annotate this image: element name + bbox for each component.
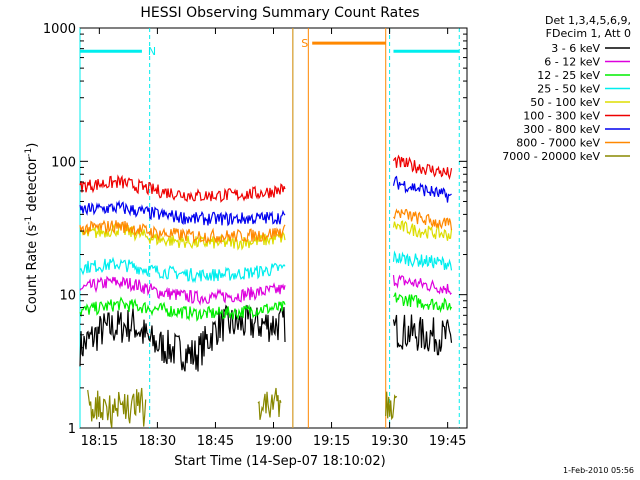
series-line xyxy=(393,292,453,314)
legend-entry-label: 7000 - 20000 keV xyxy=(502,150,600,163)
y-tick-label: 1000 xyxy=(43,22,76,37)
series-line xyxy=(392,250,453,271)
series-line xyxy=(79,199,286,227)
series-line xyxy=(79,219,286,245)
y-tick-label: 100 xyxy=(51,155,76,170)
x-tick-label: 18:30 xyxy=(139,434,176,449)
x-tick-label: 19:30 xyxy=(371,434,408,449)
legend-entry-label: 12 - 25 keV xyxy=(537,69,600,82)
x-tick-label: 19:45 xyxy=(429,434,466,449)
x-axis-label: Start Time (14-Sep-07 18:10:02) xyxy=(174,454,385,469)
legend-entry-label: 25 - 50 keV xyxy=(537,83,600,96)
x-tick-label: 18:15 xyxy=(81,434,118,449)
series-line xyxy=(79,174,286,203)
series-line xyxy=(79,256,286,284)
legend-entry-label: 100 - 300 keV xyxy=(523,110,600,123)
series-line xyxy=(79,275,286,306)
x-tick-label: 19:15 xyxy=(313,434,350,449)
series-line xyxy=(392,274,452,296)
x-tick-label: 19:00 xyxy=(255,434,292,449)
legend-entry-label: 300 - 800 keV xyxy=(523,123,600,136)
series-line xyxy=(392,314,453,356)
legend-entry-label: 6 - 12 keV xyxy=(544,56,600,69)
series-line xyxy=(257,387,282,420)
y-axis: 1 10 100 1000 xyxy=(43,22,467,437)
legend-header-1: Det 1,3,4,5,6,9, xyxy=(545,14,631,27)
chart-title: HESSI Observing Summary Count Rates xyxy=(140,5,419,21)
legend-header-2: FDecim 1, Att 0 xyxy=(546,27,631,40)
series-line xyxy=(385,391,398,421)
series-group xyxy=(79,154,453,428)
y-tick-label: 10 xyxy=(59,289,76,304)
x-tick-label: 18:45 xyxy=(197,434,234,449)
series-line xyxy=(87,387,147,428)
y-axis-label: Count Rate (s-1 detector-1) xyxy=(24,143,40,314)
series-line xyxy=(393,208,453,231)
marker-group: NS xyxy=(80,37,460,58)
flag-marker-label: S xyxy=(301,37,308,50)
series-line xyxy=(392,154,453,180)
series-line xyxy=(392,175,452,203)
flag-marker-label: N xyxy=(148,45,156,58)
y-tick-label: 1 xyxy=(68,422,76,437)
footer-timestamp: 1-Feb-2010 05:56 xyxy=(563,466,634,475)
interval-lines xyxy=(79,28,460,428)
legend: Det 1,3,4,5,6,9, FDecim 1, Att 0 3 - 6 k… xyxy=(502,14,631,163)
series-line xyxy=(79,304,286,372)
series-line xyxy=(79,296,286,322)
legend-entry-label: 800 - 7000 keV xyxy=(516,137,600,150)
legend-entry-label: 50 - 100 keV xyxy=(530,96,600,109)
series-line xyxy=(392,220,453,241)
x-axis: 18:15 18:30 18:45 19:00 19:15 19:30 19:45 xyxy=(81,28,466,449)
legend-entry-label: 3 - 6 keV xyxy=(551,42,600,55)
series-line xyxy=(79,222,286,251)
